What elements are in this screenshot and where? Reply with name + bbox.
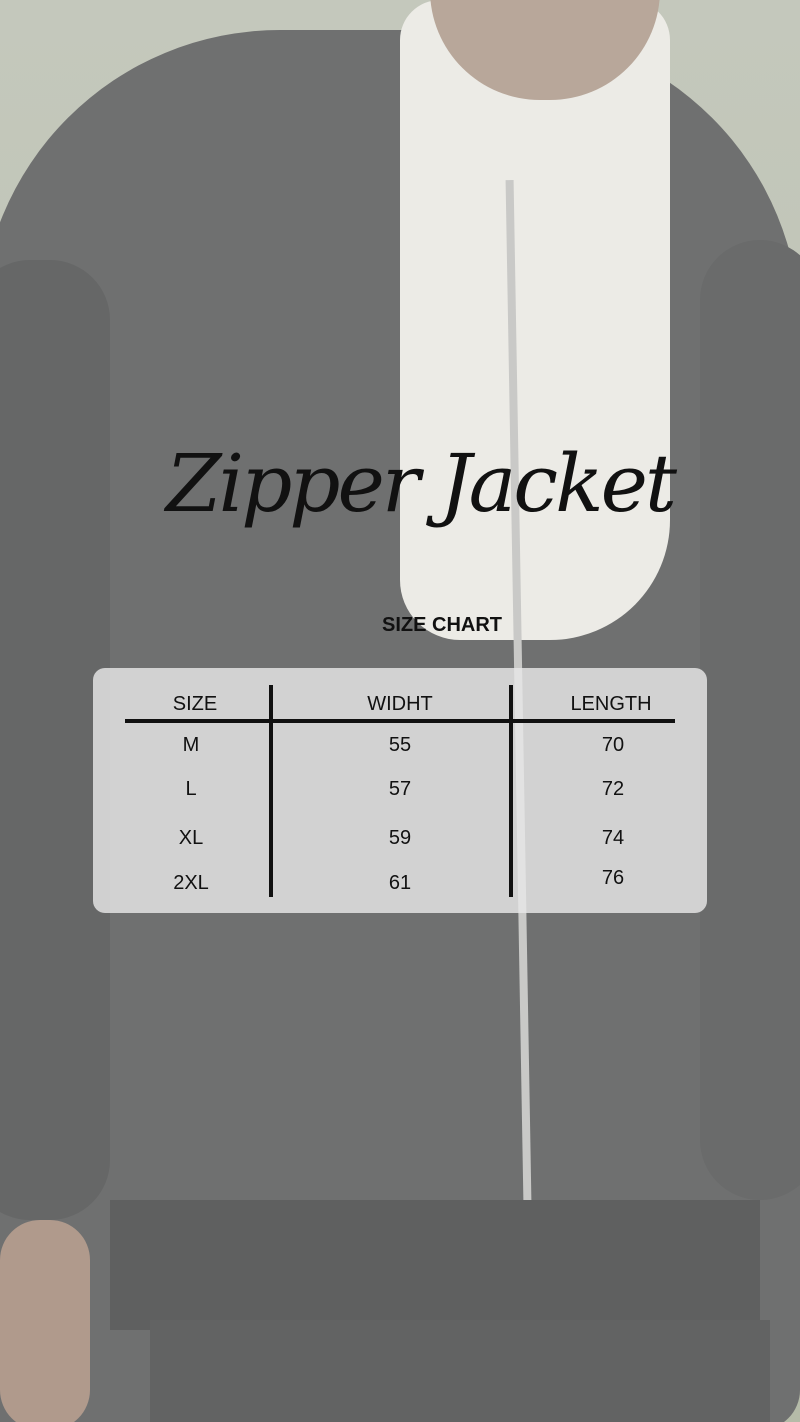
cell-width: 61	[388, 872, 412, 894]
header-width: WIDHT	[367, 693, 433, 715]
cell-width: 59	[388, 827, 412, 849]
header-size: SIZE	[172, 693, 218, 715]
header-divider	[125, 719, 675, 723]
cell-size: 2XL	[173, 872, 209, 894]
cell-length: 74	[601, 827, 625, 849]
cell-size: L	[185, 778, 197, 800]
product-title: Zipper Jacket	[165, 437, 677, 530]
cell-width: 57	[388, 778, 412, 800]
header-length: LENGTH	[570, 693, 652, 715]
column-divider	[509, 685, 513, 897]
size-chart-heading: SIZE CHART	[382, 614, 502, 636]
cell-length: 72	[601, 778, 625, 800]
cell-width: 55	[388, 734, 412, 756]
cell-length: 70	[601, 734, 625, 756]
cell-size: XL	[178, 827, 204, 849]
column-divider	[269, 685, 273, 897]
size-chart-table: SIZE WIDHT LENGTH M 55 70 L 57 72 XL 59 …	[93, 668, 707, 913]
cell-length: 76	[601, 867, 625, 889]
cell-size: M	[182, 734, 200, 756]
